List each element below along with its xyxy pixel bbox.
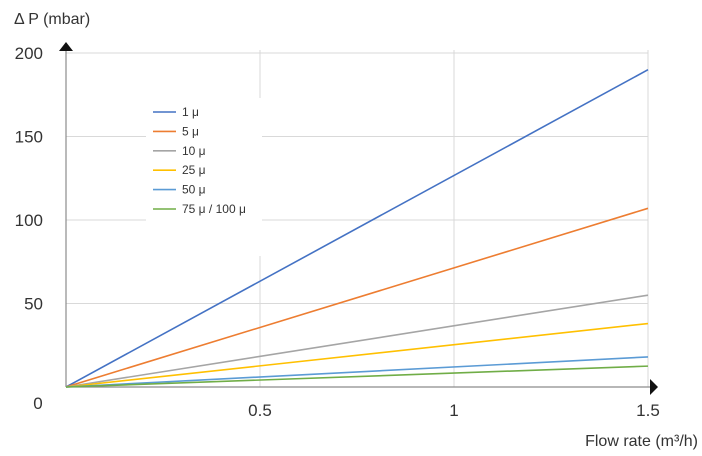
y-tick-label: 50 [24,295,43,314]
axes [59,42,658,395]
series-line [65,68,649,388]
x-tick-label: 1.5 [636,401,660,420]
y-tick-label: 200 [15,44,43,63]
y-tick-label: 100 [15,211,43,230]
legend-label: 5 μ [182,124,199,138]
origin-label: 0 [33,394,42,413]
series-lines [65,68,649,388]
series-line [65,207,649,388]
legend: 1 μ 5 μ 10 μ 25 μ 50 μ 75 μ / 100 μ [146,98,262,256]
y-axis-arrow [59,42,73,51]
legend-label: 75 μ / 100 μ [182,202,246,216]
tick-labels: 200 150 100 50 0.5 1 1.5 [15,44,660,420]
x-tick-label: 1 [449,401,458,420]
y-tick-label: 150 [15,128,43,147]
legend-label: 10 μ [182,144,206,158]
x-axis-arrow [650,379,658,395]
series-line [65,294,649,388]
legend-label: 25 μ [182,163,206,177]
legend-box [146,98,262,256]
x-tick-label: 0.5 [248,401,272,420]
y-axis-title: Δ P (mbar) [14,11,90,28]
series-line [65,365,649,388]
series-line [65,322,649,388]
x-axis-title: Flow rate (m³/h) [585,433,698,450]
legend-label: 1 μ [182,105,199,119]
series-line [65,356,649,388]
legend-label: 50 μ [182,183,206,197]
